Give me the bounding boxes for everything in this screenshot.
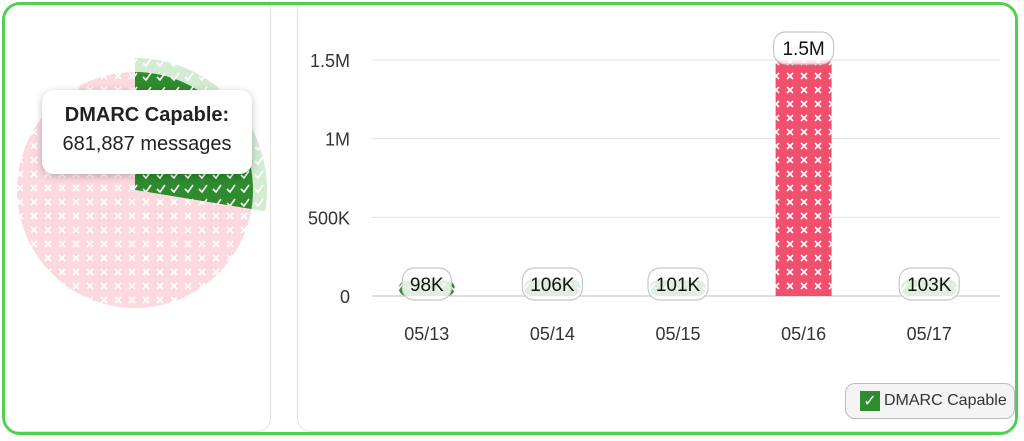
data-label: 1.5M: [782, 39, 824, 60]
bar-panel: [297, 5, 1015, 432]
x-tick-label: 05/14: [530, 324, 575, 344]
data-label-badge: [647, 267, 709, 301]
chart-frame: [2, 2, 1018, 435]
y-tick-label: 1M: [325, 130, 350, 150]
data-label: 101K: [656, 275, 701, 296]
bar-05-16[interactable]: [775, 60, 832, 296]
data-label: 106K: [530, 275, 575, 296]
data-label: 103K: [907, 275, 952, 296]
x-tick-label: 05/15: [655, 324, 700, 344]
pie-tooltip: DMARC Capable: 681,887 messages: [42, 90, 252, 174]
data-label-badge: [772, 31, 835, 65]
legend-label: DMARC Capable: [884, 392, 1007, 409]
data-label-badge: [521, 267, 584, 301]
legend-item-dmarc-capable[interactable]: ✓ DMARC Capable: [845, 383, 1015, 419]
data-label: 98K: [410, 275, 444, 296]
y-tick-label: 500K: [308, 208, 350, 228]
y-tick-label: 0: [340, 287, 350, 307]
x-tick-label: 05/17: [907, 324, 952, 344]
data-label-badge: [898, 267, 960, 301]
tooltip-value: 681,887 messages: [62, 133, 232, 155]
data-label-badge: [401, 267, 452, 301]
x-tick-label: 05/16: [781, 324, 826, 344]
y-tick-label: 1.5M: [310, 51, 350, 71]
x-tick-label: 05/13: [404, 324, 449, 344]
check-icon: ✓: [860, 391, 880, 411]
tooltip-title: DMARC Capable:: [64, 104, 230, 126]
